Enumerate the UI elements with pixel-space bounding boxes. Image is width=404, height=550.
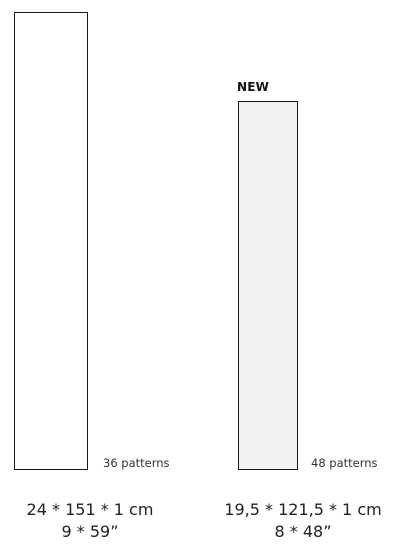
dimensions-imperial: 8 * 48” bbox=[274, 522, 332, 541]
product-tile-image[interactable] bbox=[14, 12, 88, 470]
pattern-count: 48 patterns bbox=[311, 456, 378, 470]
product-card-2[interactable]: NEW 48 patterns 19,5 * 121,5 * 1 cm 8 * … bbox=[202, 0, 404, 550]
product-tile-image[interactable] bbox=[238, 101, 298, 470]
product-dimensions: 19,5 * 121,5 * 1 cm 8 * 48” bbox=[198, 499, 404, 543]
dimensions-metric: 24 * 151 * 1 cm bbox=[26, 500, 154, 519]
new-badge: NEW bbox=[237, 80, 270, 94]
dimensions-metric: 19,5 * 121,5 * 1 cm bbox=[224, 500, 382, 519]
product-card-1[interactable]: 36 patterns 24 * 151 * 1 cm 9 * 59” bbox=[0, 0, 202, 550]
dimensions-imperial: 9 * 59” bbox=[61, 522, 119, 541]
product-dimensions: 24 * 151 * 1 cm 9 * 59” bbox=[0, 499, 191, 543]
pattern-count: 36 patterns bbox=[103, 456, 170, 470]
